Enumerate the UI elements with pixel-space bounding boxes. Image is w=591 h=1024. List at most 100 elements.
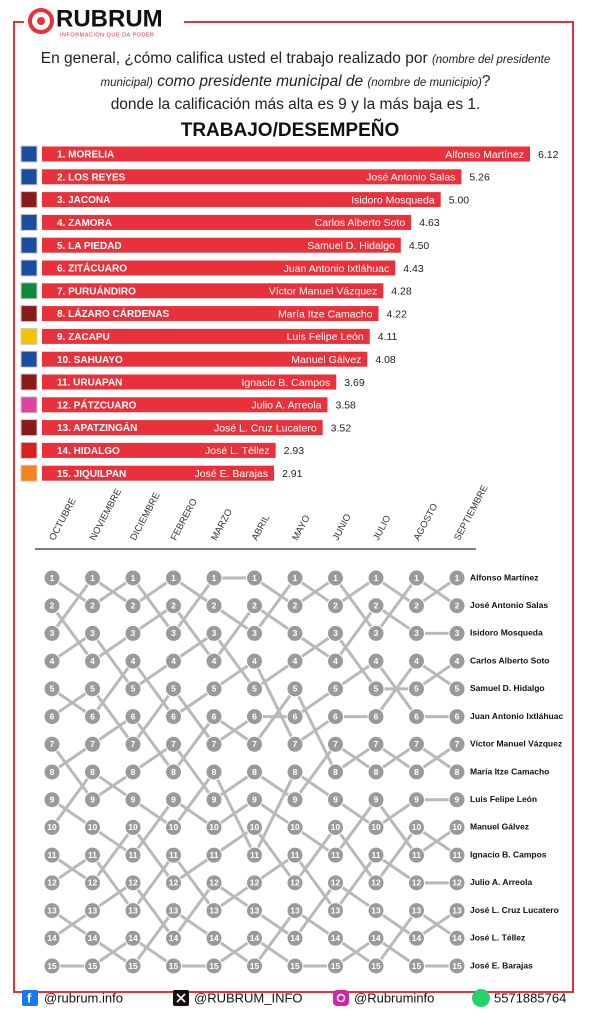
- rank-label: 9: [171, 794, 176, 804]
- rank-label: 15: [452, 961, 462, 971]
- rank-label: 4: [374, 656, 379, 666]
- value-label: 4.08: [375, 354, 396, 366]
- rank-point: [448, 708, 466, 726]
- party-logo: [20, 236, 38, 254]
- rank-point: [327, 735, 344, 753]
- rank-point: [124, 735, 142, 753]
- rank-point: [84, 569, 101, 587]
- rank-label: 10: [412, 822, 422, 832]
- bar: [42, 192, 441, 208]
- rank-label: 14: [47, 933, 57, 943]
- party-logo: [20, 145, 38, 163]
- category-label: 10. SAHUAYO: [57, 355, 123, 366]
- bar: [42, 465, 275, 481]
- question-note: (nombre de municipio): [367, 77, 482, 89]
- rank-label: 3: [455, 628, 460, 638]
- category-label: 13. APATZINGÁN: [57, 421, 137, 434]
- rank-label: 1: [171, 573, 176, 583]
- rank-label: 7: [90, 739, 95, 749]
- bar-name: Luis Felipe León: [287, 331, 364, 343]
- rank-point: [205, 818, 223, 836]
- x-handle: @RUBRUM_INFO: [194, 990, 303, 1005]
- bar: [42, 260, 396, 276]
- bar-name: Juan Antonio Ixtláhuac: [284, 263, 390, 275]
- rank-label: 14: [209, 933, 219, 943]
- rank-label: 1: [455, 573, 460, 583]
- rank-point: [286, 680, 304, 698]
- rank-point: [367, 735, 385, 753]
- rank-point: [246, 929, 263, 947]
- rank-label: 15: [128, 961, 138, 971]
- rank-label: 5: [333, 684, 338, 694]
- rank-label: 9: [293, 794, 298, 804]
- rank-point: [84, 791, 101, 809]
- rank-point: [246, 569, 263, 587]
- series-name: Samuel D. Hidalgo: [470, 683, 545, 693]
- rank-label: 8: [293, 767, 298, 777]
- rank-label: 9: [90, 794, 95, 804]
- rank-point: [327, 763, 344, 781]
- rank-point: [165, 791, 182, 809]
- rank-point: [246, 708, 263, 726]
- rank-point: [286, 624, 304, 642]
- rank-point: [286, 791, 304, 809]
- rank-point: [124, 597, 142, 615]
- rank-point: [205, 902, 223, 920]
- value-label: 6.12: [538, 149, 559, 161]
- rank-label: 9: [212, 794, 217, 804]
- rank-point: [408, 874, 425, 892]
- rank-point: [286, 902, 304, 920]
- rank-label: 15: [169, 961, 179, 971]
- rank-point: [165, 735, 182, 753]
- party-logo: [20, 441, 38, 459]
- rank-point: [205, 680, 223, 698]
- rank-label: 6: [374, 711, 379, 721]
- rank-label: 5: [212, 684, 217, 694]
- category-label: 5. LA PIEDAD: [57, 241, 122, 252]
- footer: f @rubrum.info @RUBRUM_INFO @Rubruminfo …: [22, 989, 566, 1007]
- rank-point: [408, 846, 425, 864]
- rank-point: [205, 846, 223, 864]
- rank-label: 12: [331, 878, 341, 888]
- rank-label: 3: [252, 628, 257, 638]
- rank-label: 9: [252, 794, 257, 804]
- bar-name: José L. Téllez: [205, 445, 270, 457]
- rank-label: 11: [169, 850, 178, 860]
- rank-label: 14: [128, 933, 138, 943]
- rank-point: [448, 791, 466, 809]
- rank-point: [246, 818, 263, 836]
- rank-point: [246, 597, 263, 615]
- rank-label: 8: [90, 767, 95, 777]
- rank-label: 1: [252, 573, 257, 583]
- series-name: Víctor Manuel Vázquez: [470, 739, 562, 749]
- rank-label: 12: [128, 878, 138, 888]
- rank-point: [165, 624, 182, 642]
- rank-label: 11: [250, 850, 259, 860]
- rank-label: 15: [331, 961, 341, 971]
- rank-point: [327, 957, 344, 975]
- facebook-glyph: f: [27, 990, 32, 1005]
- series-name: Juan Antonio Ixtláhuac: [470, 711, 563, 721]
- rank-label: 13: [88, 905, 98, 915]
- rank-point: [165, 902, 182, 920]
- bar-name: Samuel D. Hidalgo: [307, 240, 395, 252]
- instagram-icon: [333, 990, 349, 1006]
- rank-label: 13: [412, 905, 422, 915]
- party-logo: [20, 350, 38, 368]
- question-text: ?: [481, 73, 491, 90]
- bar: [42, 328, 370, 344]
- rank-point: [43, 680, 61, 698]
- rank-point: [84, 763, 101, 781]
- frame: [13, 21, 574, 993]
- rank-point: [327, 680, 344, 698]
- question-text: donde la calificación más alta es 9 y la…: [110, 96, 481, 113]
- rank-point: [367, 624, 385, 642]
- rank-point: [165, 929, 182, 947]
- rank-label: 8: [455, 767, 460, 777]
- rank-label: 7: [171, 739, 176, 749]
- value-label: 3.52: [331, 422, 352, 434]
- rank-label: 15: [250, 961, 260, 971]
- logo-text: RUBRUM: [56, 5, 163, 32]
- rank-label: 5: [414, 684, 419, 694]
- rank-label: 4: [171, 656, 176, 666]
